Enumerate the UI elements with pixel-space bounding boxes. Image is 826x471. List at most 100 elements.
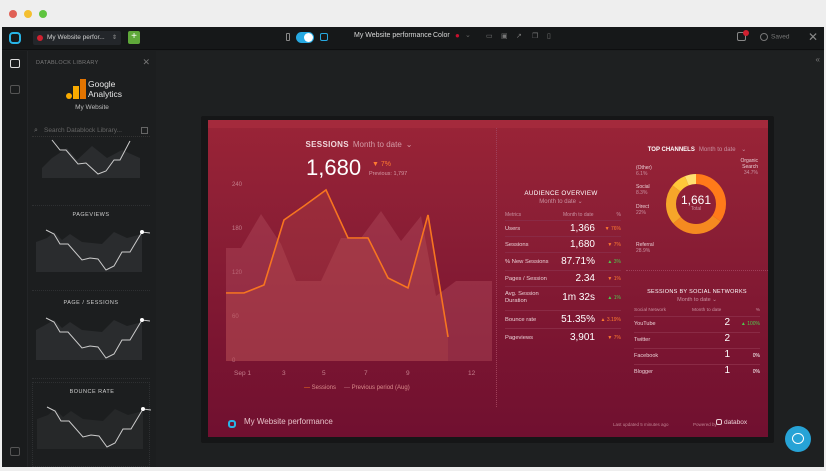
collapse-icon[interactable]: « (815, 55, 820, 64)
y-tick: 0 (232, 358, 236, 364)
dashboard: SESSIONS Month to date ⌄ 1,680 ▼ 7% Previo… (208, 120, 768, 437)
chevron-down-icon[interactable]: ⌄ (465, 32, 471, 39)
metric-label: Avg. Session Duration (505, 291, 539, 304)
add-dashboard-button[interactable]: + (128, 31, 140, 44)
legend-sessions[interactable]: — Sessions (304, 385, 336, 391)
view-toggle[interactable] (296, 32, 314, 43)
trash-icon[interactable]: ▯ (547, 33, 551, 40)
metric-value: 51.35% (561, 314, 595, 325)
audience-overview-datablock[interactable]: AUDIENCE OVERVIEW Month to date ⌄ Metric… (496, 128, 624, 407)
filter-icon[interactable] (141, 127, 148, 134)
y-tick: 120 (232, 270, 243, 276)
dashboard-select[interactable]: My Website perfor... ⇕ (33, 31, 121, 45)
close-window-button[interactable] (9, 10, 17, 18)
library-search-input[interactable]: ⌕ Search Datablock Library... (32, 124, 150, 137)
legend-previous[interactable]: — Previous period (Aug) (344, 385, 410, 391)
source-line2: Analytics (88, 89, 123, 99)
sessions-period[interactable]: Month to date (352, 140, 402, 149)
channels-donut-chart[interactable] (664, 172, 728, 236)
library-icon[interactable] (10, 59, 20, 68)
social-table-header: Social Network Month to date% (634, 308, 760, 313)
datablock-page-sessions[interactable]: PAGE / SESSIONS (32, 294, 150, 379)
metric-label: Pages / Session (505, 276, 547, 282)
chevron-down-icon[interactable]: ⌄ (405, 140, 413, 149)
channel-label-direct: Direct 22% (636, 204, 649, 216)
metric-value: 2.34 (575, 273, 595, 284)
table-row: Pageviews 3,901 ▼ 7% (505, 328, 621, 346)
block-title: BOUNCE RATE (69, 389, 115, 395)
network-name: Twitter (634, 337, 651, 343)
sessions-datablock[interactable]: SESSIONS Month to date ⌄ 1,680 ▼ 7% Previo… (226, 128, 492, 407)
maximize-window-button[interactable] (39, 10, 47, 18)
metric-label: % New Sessions (505, 259, 549, 265)
table-row: Twitter 2 (634, 332, 760, 348)
metric-delta: ▲ 1% (607, 295, 621, 301)
source-name: Google Analytics (88, 79, 122, 99)
chevron-down-icon[interactable]: ⌄ (739, 147, 747, 153)
audience-title: AUDIENCE OVERVIEW (524, 190, 598, 197)
chat-icon (792, 433, 804, 444)
databox-logo-icon[interactable] (9, 32, 21, 44)
audience-period[interactable]: Month to date ⌄ (539, 199, 583, 205)
minimize-window-button[interactable] (24, 10, 32, 18)
color-label: Color (433, 32, 450, 39)
network-name: Facebook (634, 353, 659, 359)
close-library-icon[interactable]: ✕ (142, 57, 150, 67)
datablock-sessions[interactable] (32, 136, 150, 206)
image-icon[interactable]: ▣ (501, 33, 508, 40)
channel-name: Organic Search (740, 158, 758, 170)
header-pct: % (755, 308, 760, 313)
network-name: Blogger (634, 369, 653, 375)
copy-icon[interactable]: ❐ (532, 33, 539, 40)
datablock-pageviews[interactable]: PAGEVIEWS (32, 206, 150, 291)
social-period[interactable]: Month to date ⌄ (677, 297, 717, 303)
network-delta: ▲ 100% (740, 321, 760, 327)
library-title: DATABLOCK LIBRARY (36, 60, 99, 66)
color-drop-icon[interactable]: ● (455, 31, 460, 40)
search-placeholder: Search Datablock Library... (44, 127, 122, 134)
datablock-bounce-rate[interactable]: BOUNCE RATE (32, 382, 151, 467)
channels-total-label: Total (690, 206, 702, 212)
share-icon[interactable]: ↗ (516, 33, 522, 40)
close-icon[interactable]: ✕ (808, 30, 819, 44)
sessions-title: SESSIONS (305, 140, 349, 149)
tv-view-icon[interactable] (320, 33, 328, 41)
layout-icon[interactable] (10, 447, 20, 456)
social-title: SESSIONS BY SOCIAL NETWORKS (647, 289, 747, 295)
channel-label-organic: Organic Search 34.7% (728, 158, 758, 176)
header-network: Social Network (634, 308, 666, 313)
legend-label: Previous period (Aug) (351, 385, 410, 391)
designer-icon[interactable] (10, 85, 20, 94)
sessions-line-chart[interactable] (226, 186, 492, 366)
mobile-view-icon[interactable] (286, 33, 290, 41)
legend-swatch: — (344, 385, 352, 391)
network-value: 1 (724, 365, 730, 376)
dashboard-top-strip (208, 120, 768, 128)
channel-name: Direct (636, 204, 650, 210)
x-tick: Sep 1 (234, 370, 251, 377)
legend-label: Sessions (311, 385, 337, 391)
sessions-delta: ▼ 7% (372, 161, 391, 168)
metric-delta: ▲ 3.19% (600, 317, 621, 323)
channels-period[interactable]: Month to date (698, 147, 736, 153)
sessions-header: SESSIONS Month to date ⌄ (226, 140, 492, 149)
top-channels-datablock[interactable]: TOP CHANNELS Month to date ⌄ 1,661 Total … (626, 128, 768, 268)
table-row: YouTube 2 ▲ 100% (634, 316, 760, 332)
table-row: Pages / Session 2.34 ▼ 1% (505, 270, 621, 286)
table-row: Sessions 1,680 ▼ 7% (505, 236, 621, 252)
network-delta: 0% (752, 369, 760, 375)
x-tick: 9 (406, 370, 410, 377)
search-icon: ⌕ (34, 127, 38, 134)
social-networks-datablock[interactable]: SESSIONS BY SOCIAL NETWORKS Month to dat… (626, 270, 768, 407)
metric-value: 1,680 (569, 239, 595, 250)
chat-button[interactable] (785, 426, 811, 452)
channel-pct: 34.7% (743, 170, 758, 176)
metric-delta: ▼ 76% (604, 226, 621, 232)
channel-pct: 6.1% (636, 171, 648, 177)
notifications-icon[interactable] (737, 32, 746, 41)
dashboard-title[interactable]: My Website performance (354, 32, 432, 39)
x-tick: 3 (282, 370, 286, 377)
present-icon[interactable]: ▭ (486, 33, 493, 40)
y-tick: 60 (232, 314, 239, 320)
network-value: 2 (724, 333, 730, 344)
